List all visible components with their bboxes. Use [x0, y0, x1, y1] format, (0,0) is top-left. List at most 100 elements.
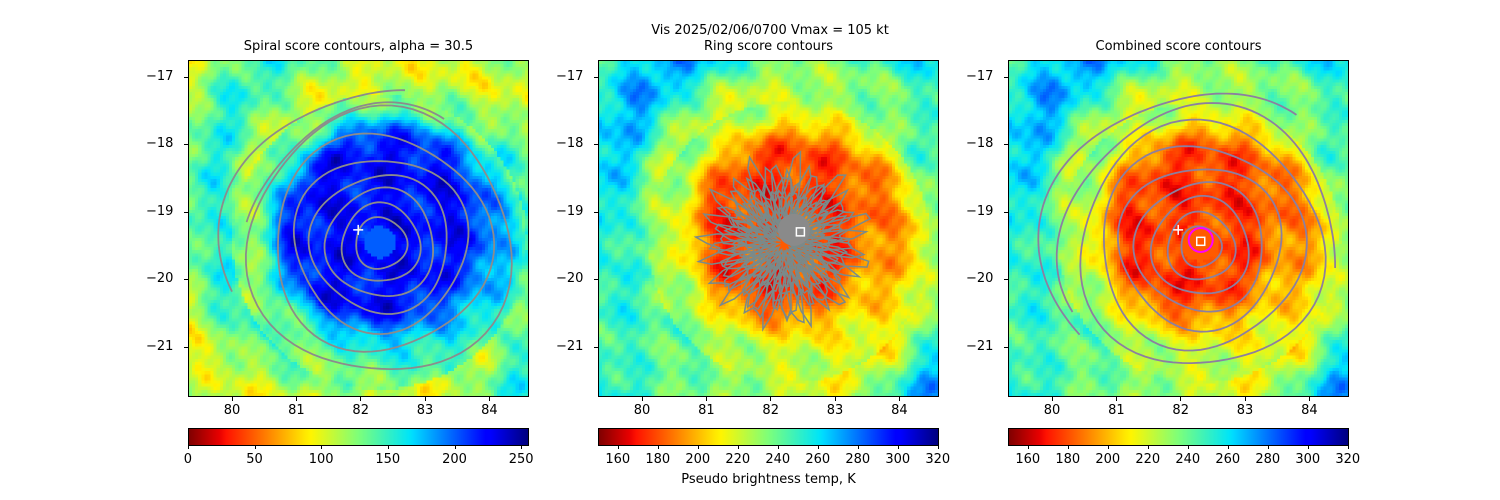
contour-line	[1055, 102, 1336, 313]
contour-layer	[693, 150, 872, 332]
contour-fill	[777, 213, 810, 246]
x-tick-mark	[770, 397, 772, 401]
colorbar-tick-label: 180	[645, 452, 671, 467]
colorbar-tick-mark	[778, 445, 779, 449]
contour-line	[307, 174, 448, 315]
colorbar-tick-label: 260	[805, 452, 831, 467]
contour-line	[355, 216, 409, 270]
axes-panel	[598, 60, 939, 397]
x-tick-label: 81	[698, 403, 715, 418]
y-tick-label: −18	[146, 136, 174, 152]
contour-line	[1037, 92, 1297, 336]
colorbar	[598, 428, 939, 446]
colorbar-tick-mark	[388, 445, 389, 449]
colorbar-tick-mark	[1108, 445, 1109, 449]
contour-line	[217, 89, 405, 292]
colorbar-tick-mark	[321, 445, 323, 449]
x-tick-label: 83	[416, 403, 434, 418]
y-tick-label: −21	[146, 339, 174, 355]
x-tick-label: 83	[826, 403, 844, 418]
y-tick-label: −21	[556, 339, 584, 355]
colorbar-tick-mark	[858, 445, 859, 449]
colorbar-tick-mark	[1188, 445, 1189, 449]
y-tick-label: −21	[966, 339, 994, 355]
y-tick-label: −20	[966, 271, 994, 287]
colorbar-tick-label: 300	[885, 452, 911, 467]
colorbar-tick-label: 280	[1255, 452, 1281, 467]
contour-line	[696, 164, 866, 332]
y-tick-mark	[1004, 144, 1008, 146]
contour-line	[693, 150, 872, 324]
x-tick-label: 82	[352, 403, 369, 418]
colorbar-tick-label: 100	[308, 452, 334, 467]
colorbar-tick-label: 180	[1055, 452, 1081, 467]
colorbar-tick-mark	[521, 445, 523, 449]
colorbar-tick-mark	[1268, 445, 1269, 449]
colorbar-tick-mark	[738, 445, 739, 449]
y-tick-mark	[594, 347, 598, 349]
y-tick-mark	[1004, 211, 1008, 213]
colorbar-tick-label: 160	[605, 452, 631, 467]
colorbar-tick-mark	[818, 445, 819, 449]
contour-line	[340, 201, 422, 282]
colorbar-tick-label: 150	[375, 452, 401, 467]
colorbar-tick-mark	[1308, 445, 1309, 449]
x-tick-label: 82	[762, 403, 779, 418]
colorbar-tick-mark	[1348, 445, 1349, 449]
x-tick-label: 82	[1172, 403, 1189, 418]
colorbar-tick-label: 220	[1135, 452, 1161, 467]
x-tick-label: 80	[633, 403, 651, 418]
x-tick-mark	[1116, 397, 1118, 401]
x-tick-mark	[834, 397, 836, 401]
colorbar-tick-mark	[658, 445, 659, 449]
colorbar-tick-label: 200	[1095, 452, 1121, 467]
axes-panel	[188, 60, 529, 397]
x-tick-mark	[1051, 397, 1053, 401]
colorbar-tick-mark	[1068, 445, 1069, 449]
colorbar-tick-mark	[254, 445, 256, 449]
contour-line	[1166, 210, 1237, 281]
colorbar-tick-mark	[618, 445, 619, 449]
colorbar-tick-label: 50	[246, 452, 263, 467]
colorbar-tick-mark	[898, 445, 899, 449]
colorbar-tick-label: 0	[183, 452, 193, 467]
y-tick-mark	[594, 279, 598, 281]
contour-line	[714, 164, 869, 323]
y-tick-mark	[1004, 76, 1008, 78]
colorbar-tick-mark	[188, 445, 189, 449]
x-tick-label: 80	[1043, 403, 1061, 418]
y-tick-mark	[184, 279, 188, 281]
y-tick-label: −17	[966, 68, 994, 84]
colorbar-tick-label: 160	[1015, 452, 1041, 467]
colorbar	[1008, 428, 1349, 446]
colorbar-tick-label: 260	[1215, 452, 1241, 467]
y-tick-mark	[594, 211, 598, 213]
colorbar-tick-mark	[454, 445, 456, 449]
x-tick-mark	[1180, 397, 1182, 401]
panel-title: Ring score contours	[703, 39, 834, 54]
x-tick-label: 84	[891, 403, 908, 418]
x-tick-mark	[489, 397, 491, 401]
colorbar-tick-label: 320	[925, 452, 951, 467]
center-circle-marker	[1187, 226, 1214, 253]
y-tick-label: −18	[556, 136, 584, 152]
panel-title: Spiral score contours, alpha = 30.5	[243, 39, 474, 54]
colorbar-tick-label: 240	[765, 452, 791, 467]
contour-line	[245, 101, 445, 223]
y-tick-mark	[594, 144, 598, 146]
colorbar-tick-label: 200	[685, 452, 711, 467]
contour-line	[1117, 168, 1283, 333]
center-plus-marker	[1173, 224, 1184, 235]
colorbar	[188, 428, 529, 446]
x-tick-mark	[899, 397, 901, 401]
y-tick-mark	[184, 211, 188, 213]
x-tick-label: 80	[223, 403, 241, 418]
contour-line	[292, 160, 470, 336]
contour-layer	[1037, 92, 1336, 365]
colorbar-tick-label: 240	[1175, 452, 1201, 467]
x-tick-mark	[706, 397, 708, 401]
contour-line	[708, 167, 849, 314]
contour-layer	[217, 89, 513, 371]
panel-title: Combined score contours	[1095, 39, 1262, 54]
